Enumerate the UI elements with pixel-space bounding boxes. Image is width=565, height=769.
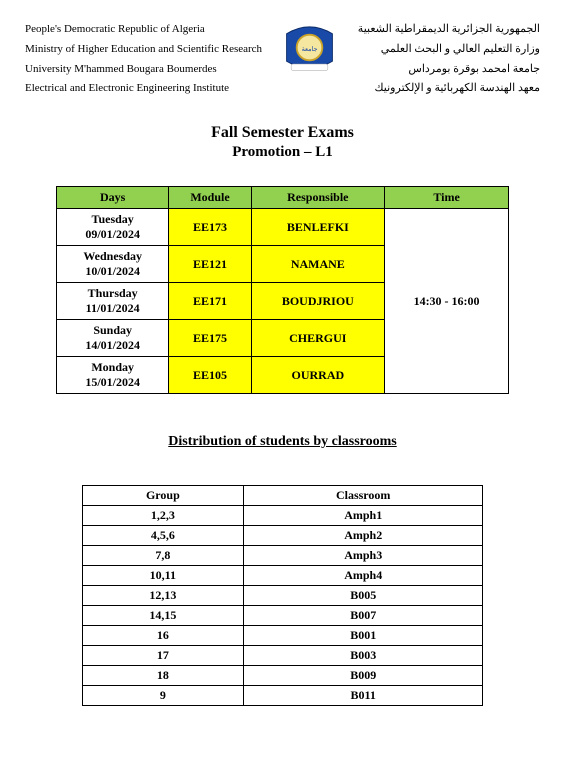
col-classroom: Classroom bbox=[244, 486, 483, 506]
table-row: 16B001 bbox=[82, 626, 483, 646]
cell-day: Tuesday09/01/2024 bbox=[56, 209, 169, 246]
header-left-line: People's Democratic Republic of Algeria bbox=[25, 20, 262, 40]
cell-group: 9 bbox=[82, 686, 243, 706]
cell-responsible: CHERGUI bbox=[251, 320, 384, 357]
cell-responsible: BOUDJRIOU bbox=[251, 283, 384, 320]
table-row: Tuesday09/01/2024 EE173 BENLEFKI 14:30 -… bbox=[56, 209, 508, 246]
page-title: Fall Semester Exams bbox=[25, 124, 540, 142]
cell-time: 14:30 - 16:00 bbox=[385, 209, 509, 394]
cell-classroom: B003 bbox=[244, 646, 483, 666]
table-row: 1,2,3Amph1 bbox=[82, 506, 483, 526]
distribution-title: Distribution of students by classrooms bbox=[25, 434, 540, 450]
cell-module: EE175 bbox=[169, 320, 251, 357]
cell-classroom: Amph1 bbox=[244, 506, 483, 526]
cell-responsible: NAMANE bbox=[251, 246, 384, 283]
cell-day: Wednesday10/01/2024 bbox=[56, 246, 169, 283]
cell-classroom: Amph2 bbox=[244, 526, 483, 546]
header-right-line: جامعة امحمد بوقرة بومرداس bbox=[358, 60, 540, 80]
col-time: Time bbox=[385, 187, 509, 209]
table-row: 10,11Amph4 bbox=[82, 566, 483, 586]
header-left-line: Ministry of Higher Education and Scienti… bbox=[25, 40, 262, 60]
col-module: Module bbox=[169, 187, 251, 209]
cell-group: 18 bbox=[82, 666, 243, 686]
table-row: 18B009 bbox=[82, 666, 483, 686]
cell-day: Sunday14/01/2024 bbox=[56, 320, 169, 357]
cell-group: 10,11 bbox=[82, 566, 243, 586]
header-right-line: الجمهورية الجزائرية الديمقراطية الشعبية bbox=[358, 20, 540, 40]
university-logo: جامعة bbox=[282, 20, 337, 75]
cell-classroom: B001 bbox=[244, 626, 483, 646]
document-header: People's Democratic Republic of Algeria … bbox=[25, 20, 540, 99]
cell-day: Monday15/01/2024 bbox=[56, 357, 169, 394]
table-row: 17B003 bbox=[82, 646, 483, 666]
cell-classroom: B011 bbox=[244, 686, 483, 706]
table-row: 12,13B005 bbox=[82, 586, 483, 606]
distribution-table: Group Classroom 1,2,3Amph1 4,5,6Amph2 7,… bbox=[82, 485, 484, 706]
exam-schedule-table: Days Module Responsible Time Tuesday09/0… bbox=[56, 186, 509, 394]
header-right-line: معهد الهندسة الكهربائية و الإلكترونيك bbox=[358, 79, 540, 99]
header-right-line: وزارة التعليم العالي و البحث العلمي bbox=[358, 40, 540, 60]
cell-group: 7,8 bbox=[82, 546, 243, 566]
header-left-line: University M'hammed Bougara Boumerdes bbox=[25, 60, 262, 80]
col-days: Days bbox=[56, 187, 169, 209]
cell-group: 17 bbox=[82, 646, 243, 666]
cell-classroom: B005 bbox=[244, 586, 483, 606]
svg-text:جامعة: جامعة bbox=[302, 46, 318, 53]
cell-day: Thursday11/01/2024 bbox=[56, 283, 169, 320]
table-row: 7,8Amph3 bbox=[82, 546, 483, 566]
cell-module: EE173 bbox=[169, 209, 251, 246]
table-header-row: Group Classroom bbox=[82, 486, 483, 506]
cell-group: 1,2,3 bbox=[82, 506, 243, 526]
col-group: Group bbox=[82, 486, 243, 506]
cell-module: EE105 bbox=[169, 357, 251, 394]
header-left: People's Democratic Republic of Algeria … bbox=[25, 20, 262, 99]
table-header-row: Days Module Responsible Time bbox=[56, 187, 508, 209]
header-right: الجمهورية الجزائرية الديمقراطية الشعبية … bbox=[358, 20, 540, 99]
table-row: 14,15B007 bbox=[82, 606, 483, 626]
header-left-line: Electrical and Electronic Engineering In… bbox=[25, 79, 262, 99]
cell-group: 12,13 bbox=[82, 586, 243, 606]
table-row: 9B011 bbox=[82, 686, 483, 706]
cell-responsible: OURRAD bbox=[251, 357, 384, 394]
cell-module: EE121 bbox=[169, 246, 251, 283]
col-responsible: Responsible bbox=[251, 187, 384, 209]
cell-classroom: B009 bbox=[244, 666, 483, 686]
cell-responsible: BENLEFKI bbox=[251, 209, 384, 246]
table-row: 4,5,6Amph2 bbox=[82, 526, 483, 546]
page-subtitle: Promotion – L1 bbox=[25, 144, 540, 161]
cell-classroom: Amph3 bbox=[244, 546, 483, 566]
cell-group: 14,15 bbox=[82, 606, 243, 626]
cell-classroom: Amph4 bbox=[244, 566, 483, 586]
cell-group: 4,5,6 bbox=[82, 526, 243, 546]
cell-classroom: B007 bbox=[244, 606, 483, 626]
cell-module: EE171 bbox=[169, 283, 251, 320]
cell-group: 16 bbox=[82, 626, 243, 646]
